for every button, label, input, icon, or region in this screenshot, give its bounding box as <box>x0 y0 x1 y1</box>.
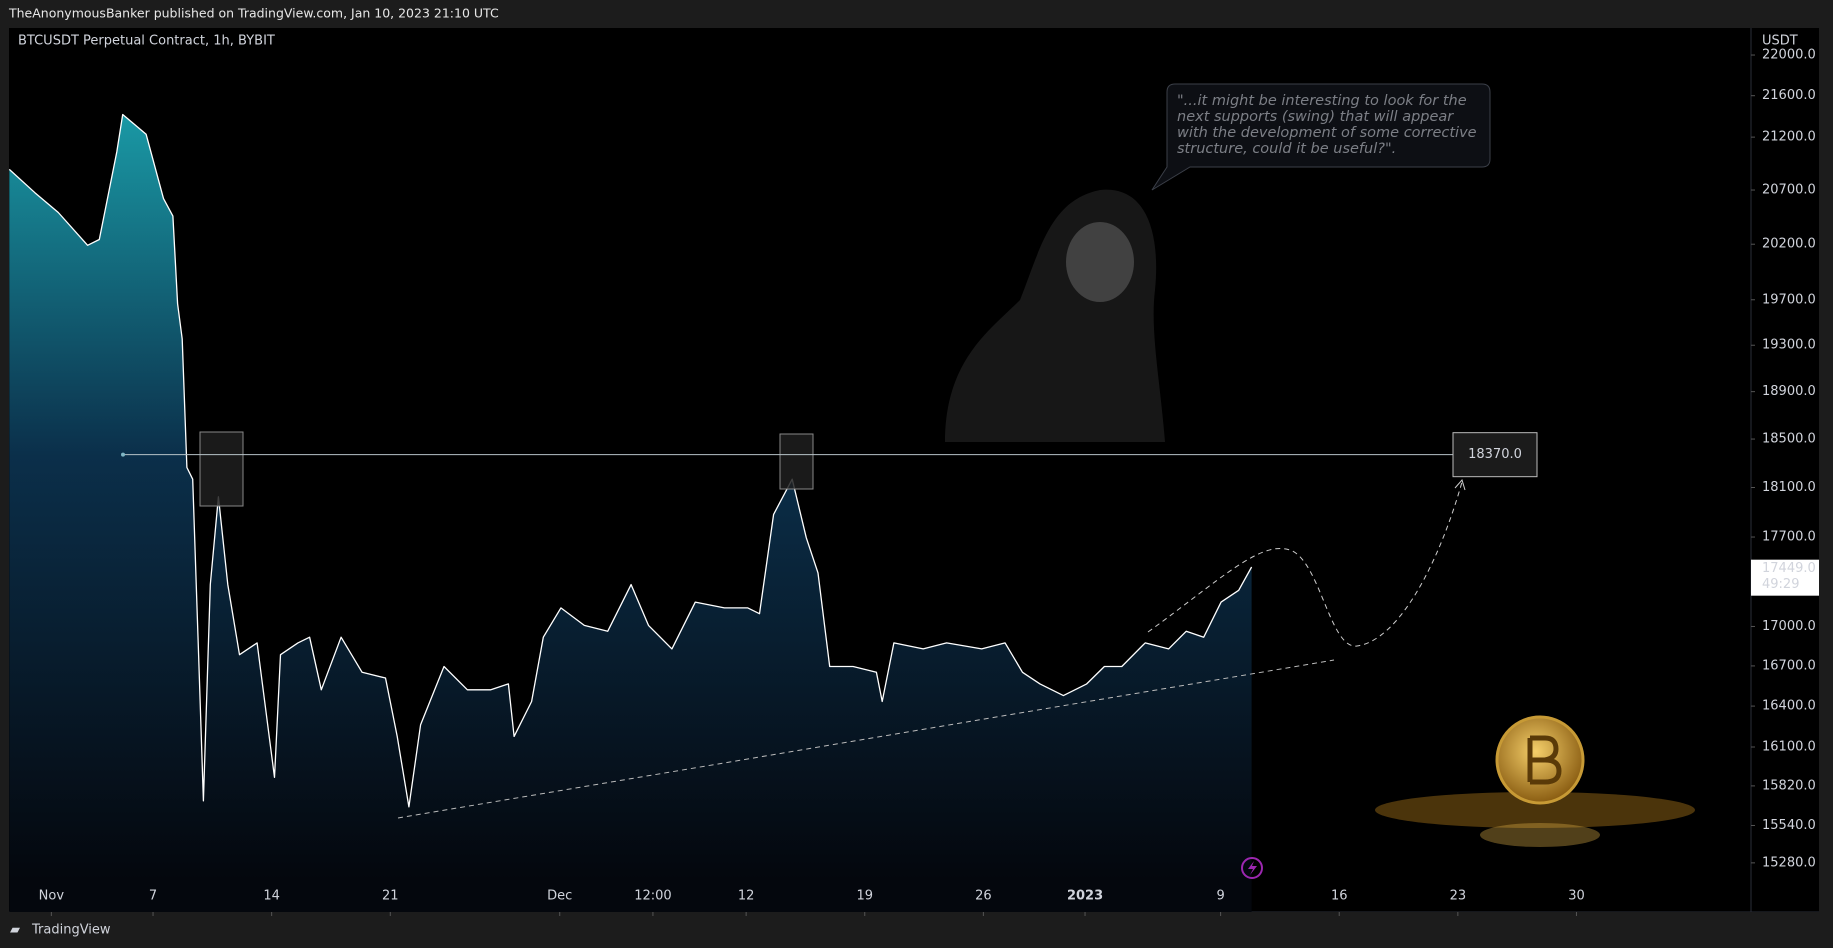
bubble-text: "...it might be interesting to look for … <box>1177 93 1477 157</box>
speech-bubble <box>1151 83 1491 191</box>
y-tick-label: 18100.0 <box>1762 480 1816 495</box>
axis-unit: USDT <box>1762 34 1798 49</box>
plot <box>8 113 1253 912</box>
annotation-line: next supports (swing) that will appear <box>1177 109 1454 125</box>
y-tick-label: 15280.0 <box>1762 855 1816 870</box>
countdown-label: 49:29 <box>1762 577 1799 592</box>
annotation-line: "...it might be interesting to look for … <box>1177 93 1467 109</box>
projection-path <box>1147 481 1463 647</box>
footer-logo: ▰ <box>10 923 20 938</box>
bitcoin-image <box>1375 715 1695 847</box>
y-tick-label: 19700.0 <box>1762 292 1816 307</box>
event-icon <box>1241 857 1263 879</box>
annotation-line: with the development of some corrective <box>1177 125 1477 141</box>
y-tick-label: 20200.0 <box>1762 237 1816 252</box>
last-price-box <box>1751 559 1819 596</box>
footer-brand: TradingView <box>31 923 111 938</box>
x-tick-label: 30 <box>1568 889 1585 904</box>
y-tick-label: 16100.0 <box>1762 740 1816 755</box>
y-tick-label: 22000.0 <box>1762 48 1816 63</box>
symbol-title: BTCUSDT Perpetual Contract, 1h, BYBIT <box>18 34 275 49</box>
y-tick-label: 20700.0 <box>1762 183 1816 198</box>
x-tick-label: 9 <box>1216 889 1224 904</box>
price-line <box>8 113 1253 808</box>
publish-header: TheAnonymousBanker published on TradingV… <box>8 6 499 21</box>
level-anchor <box>121 452 125 457</box>
y-tick-label: 21600.0 <box>1762 88 1816 103</box>
x-tick-label: 21 <box>382 889 399 904</box>
y-tick-label: 19300.0 <box>1762 338 1816 353</box>
price-area <box>9 114 1252 912</box>
x-tick-label: 23 <box>1450 889 1467 904</box>
x-tick-label: Nov <box>39 889 65 904</box>
last-price-label: 17449.0 <box>1762 561 1816 576</box>
x-tick-label: 16 <box>1331 889 1348 904</box>
peak-box <box>199 431 244 507</box>
y-tick-label: 15820.0 <box>1762 778 1816 793</box>
annotation-line: structure, could it be useful?". <box>1177 141 1396 157</box>
y-tick-label: 18500.0 <box>1762 432 1816 447</box>
hooded-figure <box>945 189 1165 442</box>
y-tick-label: 17700.0 <box>1762 530 1816 545</box>
y-tick-label: 15540.0 <box>1762 818 1816 833</box>
y-tick-label: 18900.0 <box>1762 384 1816 399</box>
peak-box <box>779 433 814 490</box>
x-tick-label: 26 <box>975 889 992 904</box>
level-box <box>1452 432 1538 478</box>
x-tick-label: 19 <box>856 889 873 904</box>
x-tick-label: 2023 <box>1067 889 1103 904</box>
y-tick-label: 16400.0 <box>1762 699 1816 714</box>
footer-bar <box>0 912 1833 948</box>
x-tick-label: 12:00 <box>634 889 671 904</box>
y-tick-label: 16700.0 <box>1762 658 1816 673</box>
x-tick-label: 12 <box>738 889 755 904</box>
x-tick-label: 14 <box>263 889 280 904</box>
x-tick-label: Dec <box>547 889 572 904</box>
y-tick-label: 17000.0 <box>1762 619 1816 634</box>
x-tick-label: 7 <box>149 889 157 904</box>
projection-arrow <box>1454 478 1466 491</box>
y-tick-label: 21200.0 <box>1762 130 1816 145</box>
event-icon <box>1248 861 1257 875</box>
level-label: 18370.0 <box>1468 447 1522 462</box>
